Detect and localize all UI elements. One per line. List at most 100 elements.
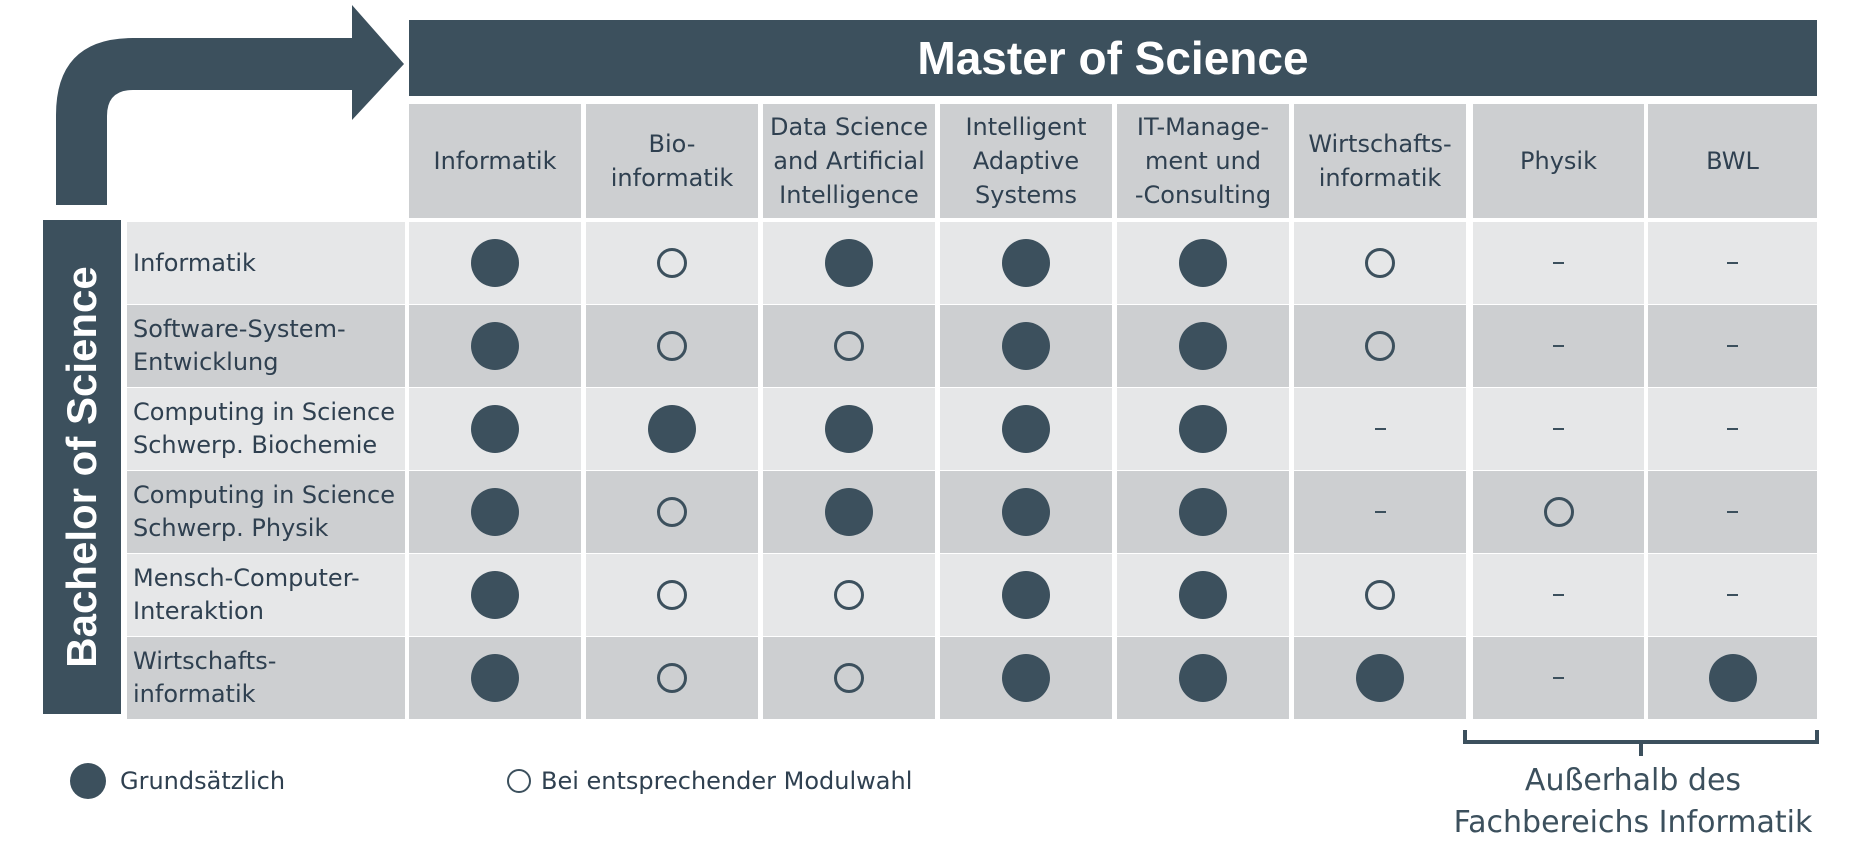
column-header: Data Science and Artificial Intelligence [763,104,935,218]
open-circle-icon [657,663,687,693]
filled-circle-icon [648,405,696,453]
table-cell [586,305,758,387]
table-cell [409,471,581,553]
column-header-label: Data Science and Artificial Intelligence [770,113,928,209]
dash-icon [1374,428,1386,430]
filled-circle-icon [70,763,106,799]
column-header-label: Wirtschafts- informatik [1308,130,1452,192]
row-header-label: Mensch-Computer- Interaktion [133,564,360,625]
dash-icon [1727,511,1738,513]
column-header-label: BWL [1706,147,1759,175]
row-header: Mensch-Computer- Interaktion [127,554,405,636]
column-header: BWL [1648,104,1817,218]
row-header: Software-System- Entwicklung [127,305,405,387]
column-header-label: IT-Manage- ment und -Consulting [1134,113,1272,209]
table-cell [763,388,935,470]
table-cell [940,554,1112,636]
column-header: Bio- informatik [586,104,758,218]
column-header-label: Physik [1520,147,1597,175]
row-header-label: Wirtschafts- informatik [133,647,277,708]
table-cell [1648,222,1817,304]
filled-circle-icon [1179,322,1227,370]
row-header: Computing in Science Schwerp. Physik [127,471,405,553]
dash-icon [1553,677,1564,679]
table-cell [1117,637,1289,719]
table-cell [1648,637,1817,719]
dash-icon [1727,262,1738,264]
column-header: Wirtschafts- informatik [1294,104,1466,218]
row-header: Computing in Science Schwerp. Biochemie [127,388,405,470]
filled-circle-icon [1002,488,1050,536]
table-cell [1473,554,1644,636]
table-cell [1648,305,1817,387]
table-cell [763,305,935,387]
column-header: Intelligent Adaptive Systems [940,104,1112,218]
filled-circle-icon [471,239,519,287]
table-cell [1294,388,1466,470]
column-header-label: Bio- informatik [610,130,734,192]
filled-circle-icon [1002,239,1050,287]
filled-circle-icon [825,488,873,536]
dash-icon [1727,594,1738,596]
table-cell [763,554,935,636]
column-header-label: Informatik [433,147,557,175]
table-cell [409,305,581,387]
open-circle-icon [1543,497,1574,527]
row-header-label: Software-System- Entwicklung [133,315,346,376]
row-header-label: Computing in Science Schwerp. Physik [133,481,395,542]
filled-circle-icon [1356,654,1404,702]
table-cell [1294,637,1466,719]
table-cell [940,637,1112,719]
open-circle-icon [834,331,864,361]
outside-bracket-icon [1463,730,1819,756]
table-cell [409,554,581,636]
open-circle-icon [1365,331,1395,361]
row-header: Informatik [127,222,405,304]
filled-circle-icon [825,405,873,453]
filled-circle-icon [471,322,519,370]
filled-circle-icon [1179,239,1227,287]
column-header: IT-Manage- ment und -Consulting [1117,104,1289,218]
table-cell [586,637,758,719]
table-cell [940,305,1112,387]
table-cell [1473,388,1644,470]
table-cell [763,637,935,719]
dash-icon [1553,262,1564,264]
table-cell [1117,388,1289,470]
open-circle-icon [834,663,864,693]
master-title: Master of Science [917,32,1309,84]
open-circle-icon [657,331,687,361]
outside-department-label: Außerhalb des Fachbereichs Informatik [1453,763,1813,840]
dash-icon [1553,345,1564,347]
column-header: Physik [1473,104,1644,218]
dash-icon [1553,594,1564,596]
dash-icon [1727,345,1738,347]
open-circle-icon [507,769,531,793]
open-circle-icon [657,248,687,278]
filled-circle-icon [1002,322,1050,370]
legend-open: Bei entsprechender Modulwahl [507,767,912,795]
table-cell [586,222,758,304]
column-header-label: Intelligent Adaptive Systems [965,113,1087,209]
dash-icon [1727,428,1738,430]
filled-circle-icon [825,239,873,287]
table-cell [586,388,758,470]
table-cell [763,471,935,553]
table-cell [1294,471,1466,553]
dash-icon [1553,428,1564,430]
table-cell [586,554,758,636]
table-cell [1648,471,1817,553]
row-header-label: Informatik [133,248,256,277]
row-header: Wirtschafts- informatik [127,637,405,719]
table-cell [409,222,581,304]
filled-circle-icon [1002,405,1050,453]
table-cell [586,471,758,553]
table-cell [1294,222,1466,304]
table-cell [1294,554,1466,636]
table-cell [1473,305,1644,387]
filled-circle-icon [1002,654,1050,702]
transition-arrow-icon [56,5,404,205]
table-cell [1117,305,1289,387]
legend-full: Grundsätzlich [70,763,285,799]
